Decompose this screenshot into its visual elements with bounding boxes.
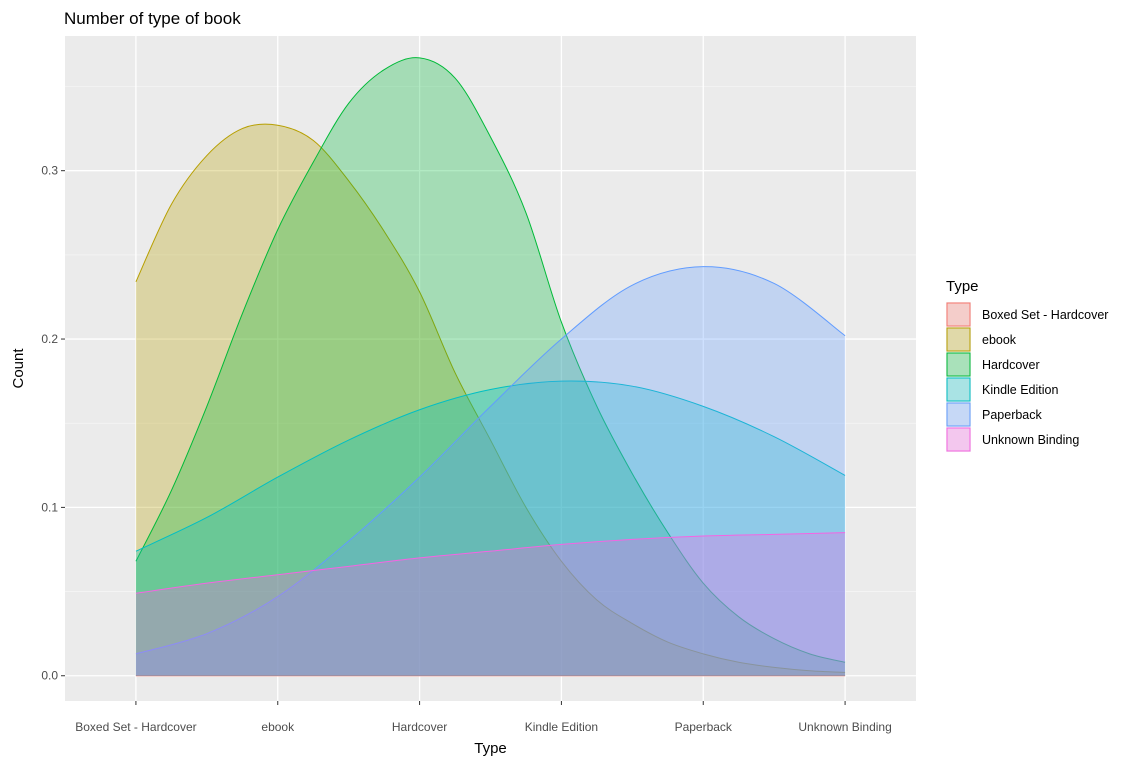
legend-key [946,402,971,427]
legend-label: Paperback [982,408,1043,422]
x-tick-label: Unknown Binding [798,720,891,734]
legend-key-bg [946,327,971,352]
line-hardcover [135,57,846,663]
line-kindle-edition [135,380,846,552]
legend-label: Unknown Binding [982,433,1079,447]
x-tick-label: Boxed Set - Hardcover [75,720,196,734]
legend-key-bg [946,352,971,377]
area-hardcover [135,57,846,676]
legend-label: Boxed Set - Hardcover [982,308,1108,322]
line-ebook [135,123,846,673]
legend-key [946,377,971,402]
gridlines [65,36,916,701]
legend-key-bg [946,402,971,427]
y-tick-label: 0.0 [41,669,58,683]
plot-panel [65,36,916,701]
legend-key-bg [946,377,971,402]
density-areas [135,57,846,677]
y-tick-label: 0.2 [41,332,58,346]
legend-key [946,302,971,327]
area-kindle-edition [135,381,846,676]
area-paperback [135,266,846,676]
chart-title: Number of type of book [64,9,241,28]
legend-key [946,427,971,452]
legend-title: Type [946,278,979,295]
legend-key [946,352,971,377]
line-unknown-binding [135,532,846,594]
x-axis: Boxed Set - Hardcover ebook Hardcover Kindl… [75,701,892,734]
legend-key [946,327,971,352]
legend-label: Kindle Edition [982,383,1058,397]
y-axis-title: Count [10,348,27,389]
y-tick-label: 0.1 [41,500,58,514]
area-unknown-binding [135,532,846,676]
x-tick-label: Paperback [675,720,733,734]
area-ebook [135,124,846,676]
legend: Type Boxed Set - Hardcover ebook Hardcover… [946,278,1108,452]
x-axis-title: Type [474,740,507,757]
y-tick-label: 0.3 [41,164,58,178]
y-axis: 0.0 0.1 0.2 0.3 [41,164,65,683]
x-tick-label: Kindle Edition [525,720,598,734]
line-paperback [135,266,846,655]
x-tick-label: ebook [261,720,295,734]
x-tick-label: Hardcover [392,720,447,734]
legend-key-bg [946,427,971,452]
legend-label: Hardcover [982,358,1040,372]
legend-key-bg [946,302,971,327]
legend-label: ebook [982,333,1017,347]
